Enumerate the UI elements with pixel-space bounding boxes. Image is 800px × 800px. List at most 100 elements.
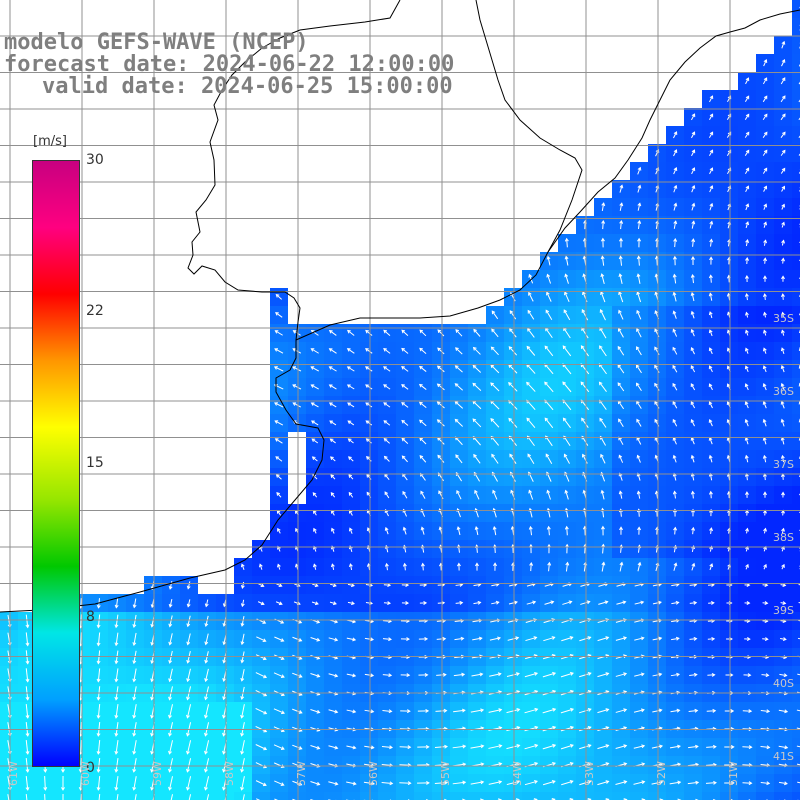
wind-arrow-head (262, 620, 267, 624)
wind-arrow (256, 636, 266, 642)
wind-arrow (80, 632, 82, 646)
wind-arrow-head (383, 438, 388, 442)
wind-arrow (560, 708, 574, 714)
wind-arrow (402, 491, 408, 499)
wind-arrow-head (709, 131, 714, 136)
wind-arrow-head (204, 641, 209, 646)
wind-arrow-head (587, 798, 592, 800)
wind-arrow (381, 746, 393, 748)
wind-arrow (691, 473, 695, 481)
wind-arrow (673, 167, 677, 175)
wind-arrow (548, 562, 550, 572)
wind-arrow (437, 383, 445, 391)
wind-arrow-head (744, 347, 749, 352)
wind-arrow-head (676, 690, 681, 695)
wind-arrow (651, 781, 663, 785)
wind-arrow-head (383, 455, 388, 460)
wind-arrow (186, 758, 192, 772)
wind-arrow-head (764, 601, 769, 605)
wind-arrow-head (763, 311, 767, 316)
wind-arrow-head (516, 744, 521, 748)
wind-arrow (80, 598, 82, 608)
wind-arrow-head (618, 454, 623, 459)
wind-arrow-head (641, 780, 646, 785)
wind-arrow (692, 274, 694, 284)
wind-arrow-head (96, 750, 101, 755)
wind-arrow-head (636, 346, 640, 350)
wind-arrow (490, 436, 500, 446)
wind-arrow-head (762, 383, 767, 387)
wind-arrow-head (334, 709, 339, 714)
wind-arrow-head (331, 527, 335, 532)
wind-arrow (762, 168, 768, 174)
wind-arrow (385, 527, 389, 535)
wind-arrow (506, 780, 520, 786)
wind-arrow-head (622, 600, 627, 605)
wind-arrow (544, 345, 554, 357)
wind-arrow (329, 583, 337, 587)
wind-arrow (115, 776, 119, 790)
wind-arrow (80, 668, 82, 682)
wind-arrow (273, 744, 285, 750)
wind-arrow-head (298, 638, 303, 642)
wind-arrow (797, 673, 800, 676)
wind-arrow-head (605, 780, 610, 784)
wind-arrow-head (491, 310, 496, 315)
wind-arrow (524, 672, 538, 678)
wind-arrow-head (582, 489, 587, 494)
wind-arrow (241, 758, 245, 772)
wind-arrow-head (780, 400, 785, 405)
wind-arrow-head (587, 672, 592, 676)
wind-arrow-head (348, 545, 353, 550)
wind-cell (378, 792, 396, 800)
wind-arrow-head (601, 543, 606, 548)
wind-arrow (687, 781, 699, 785)
wind-arrow-head (43, 787, 48, 791)
wind-arrow (798, 619, 800, 622)
wind-arrow-head (298, 710, 303, 714)
wind-arrow (257, 601, 265, 605)
wind-arrow-head (513, 600, 518, 605)
wind-arrow (584, 238, 586, 248)
wind-arrow-head (564, 525, 569, 530)
wind-arrow-head (186, 750, 190, 755)
wind-arrow (366, 456, 372, 462)
wind-arrow-head (426, 780, 430, 785)
wind-arrow-head (419, 365, 423, 370)
wind-arrow-head (673, 184, 678, 189)
wind-arrow (672, 329, 678, 337)
wind-arrow-head (509, 328, 513, 332)
wind-arrow (310, 673, 320, 677)
wind-arrow (709, 437, 713, 445)
wind-arrow-head (569, 761, 574, 766)
wind-arrow-head (672, 310, 677, 315)
wind-arrow-head (636, 327, 640, 332)
wind-cell (594, 792, 612, 800)
wind-arrow-head (240, 732, 245, 737)
wind-arrow (488, 745, 502, 749)
wind-arrow (636, 401, 642, 409)
wind-arrow (745, 77, 749, 85)
wind-arrow (382, 674, 392, 676)
wind-arrow-head (275, 456, 280, 460)
wind-arrow-head (654, 400, 658, 405)
wind-arrow (601, 256, 605, 266)
wind-arrow-head (690, 292, 695, 296)
wind-arrow-head (510, 489, 514, 494)
wind-arrow (636, 437, 642, 445)
wind-arrow-head (708, 419, 713, 423)
wind-arrow (599, 363, 607, 375)
wind-arrow (745, 239, 749, 247)
wind-arrow-head (781, 239, 785, 244)
wind-arrow (637, 491, 641, 499)
wind-arrow-head (781, 275, 785, 280)
wind-arrow (760, 764, 770, 766)
wind-arrow-head (636, 472, 641, 477)
wind-cell (792, 774, 800, 792)
wind-arrow (491, 601, 499, 605)
wind-arrow (691, 131, 695, 139)
wind-arrow (673, 437, 677, 445)
wind-arrow (597, 744, 609, 750)
wind-arrow (364, 745, 374, 749)
wind-arrow-head (623, 798, 628, 800)
